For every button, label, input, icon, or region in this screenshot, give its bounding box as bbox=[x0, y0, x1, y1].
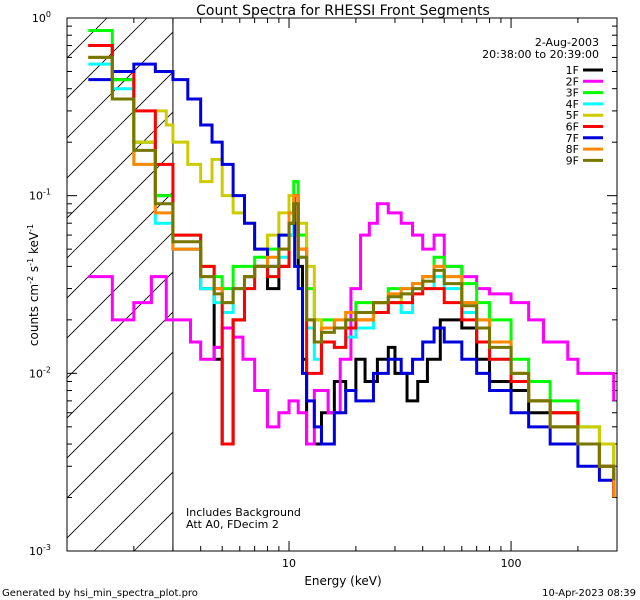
legend-date: 2-Aug-2003 bbox=[535, 36, 599, 49]
hatch-line bbox=[67, 151, 173, 259]
y-axis-label: counts cm-2 s-1 keV-1 bbox=[26, 224, 41, 346]
axis-ticks bbox=[66, 17, 618, 552]
hatch-line bbox=[67, 31, 173, 139]
annotation-background: Includes Background bbox=[186, 506, 301, 519]
legend-label-2F: 2F bbox=[566, 75, 579, 88]
y-tick-labels: 100 10-1 10-2 10-3 bbox=[29, 10, 51, 558]
legend-label-4F: 4F bbox=[566, 98, 579, 111]
series-line-2F bbox=[88, 202, 616, 446]
x-tick-label: 10 bbox=[282, 557, 296, 570]
generated-by-label: Generated by hsi_min_spectra_plot.pro bbox=[2, 588, 198, 599]
y-tick-label: 10-2 bbox=[29, 365, 51, 380]
chart-title: Count Spectra for RHESSI Front Segments bbox=[196, 3, 490, 19]
x-tick-label: 100 bbox=[501, 557, 522, 570]
legend-label-3F: 3F bbox=[566, 87, 579, 100]
legend-time-range: 20:38:00 to 20:39:00 bbox=[482, 48, 599, 61]
legend-label-8F: 8F bbox=[566, 143, 579, 156]
series-line-9F bbox=[88, 55, 616, 481]
y-tick-label: 10-3 bbox=[29, 543, 51, 558]
legend-label-6F: 6F bbox=[566, 121, 579, 134]
series-line-4F bbox=[88, 62, 616, 481]
hatch-line bbox=[67, 231, 173, 339]
hatch-line bbox=[133, 511, 173, 551]
hatch-line bbox=[67, 71, 173, 179]
series-line-7F bbox=[88, 62, 616, 498]
legend-label-5F: 5F bbox=[566, 109, 579, 122]
legend-label-9F: 9F bbox=[566, 154, 579, 167]
plot-frame bbox=[66, 17, 618, 552]
hatch-line bbox=[67, 271, 173, 379]
hatch-line bbox=[67, 391, 173, 499]
hatch-line bbox=[67, 18, 108, 59]
x-axis-label: Energy (keV) bbox=[304, 574, 381, 588]
hatch-line bbox=[67, 431, 173, 539]
legend-label-1F: 1F bbox=[566, 64, 579, 77]
annotation-attenuator: Att A0, FDecim 2 bbox=[186, 518, 279, 531]
y-tick-label: 100 bbox=[32, 10, 51, 25]
series-line-5F bbox=[88, 55, 616, 481]
x-tick-labels: 10 100 bbox=[282, 557, 522, 570]
hatch-line bbox=[67, 191, 173, 299]
hatched-region bbox=[67, 18, 173, 551]
series-group bbox=[88, 29, 616, 498]
legend-label-7F: 7F bbox=[566, 132, 579, 145]
y-tick-label: 10-1 bbox=[29, 188, 51, 203]
timestamp-label: 10-Apr-2023 08:39 bbox=[542, 588, 636, 599]
